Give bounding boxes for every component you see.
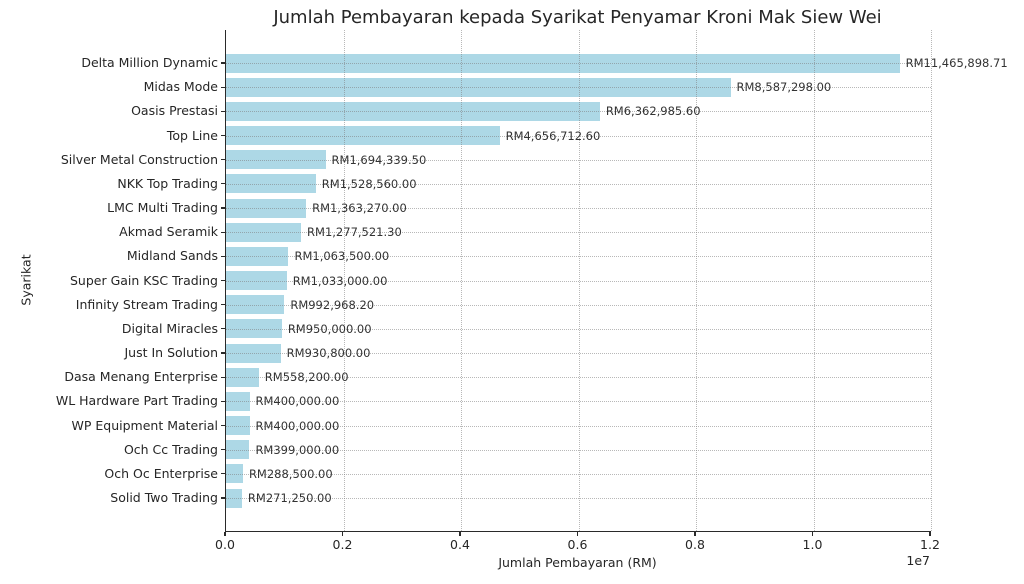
y-tick-mark: [221, 400, 225, 402]
y-tick-label: Digital Miracles: [121, 320, 218, 336]
y-tick-mark: [221, 304, 225, 306]
gridline-horizontal: [226, 208, 931, 209]
gridline-horizontal: [226, 87, 931, 89]
x-tick-mark: [341, 532, 344, 536]
y-tick-label: Dasa Menang Enterprise: [64, 369, 218, 385]
x-tick-mark: [694, 532, 696, 536]
gridline-horizontal: [226, 159, 931, 161]
bar-value-label: RM1,694,339.50: [331, 152, 427, 167]
y-tick-label: Midland Sands: [126, 248, 218, 264]
y-tick-label: Top Line: [166, 127, 218, 143]
y-tick-mark: [221, 86, 225, 88]
y-tick-mark: [221, 449, 225, 451]
y-tick-mark: [221, 279, 225, 282]
y-tick-label: Och Oc Enterprise: [104, 465, 218, 481]
y-tick-mark: [221, 328, 225, 330]
x-tick-label: 0.0: [215, 537, 235, 552]
x-tick-mark: [224, 532, 226, 536]
x-tick-label: 1.2: [920, 537, 940, 552]
bar-value-label: RM6,362,985.60: [605, 104, 701, 119]
x-tick-label: 0.4: [450, 537, 470, 552]
bar-value-label: RM288,500.00: [248, 466, 333, 481]
gridline-horizontal: [226, 256, 931, 258]
y-tick-mark: [221, 134, 225, 137]
gridline-horizontal: [226, 377, 931, 379]
gridline-horizontal: [226, 498, 931, 499]
x-tick-label: 0.2: [332, 537, 353, 552]
y-tick-mark: [221, 159, 225, 161]
chart-title: Jumlah Pembayaran kepada Syarikat Penyam…: [273, 7, 882, 28]
y-tick-mark: [221, 424, 225, 427]
y-tick-mark: [221, 207, 225, 209]
x-tick-mark: [811, 532, 814, 536]
x-tick-mark: [929, 532, 931, 536]
gridline-horizontal: [226, 473, 931, 475]
bar-value-label: RM8,587,298.00: [736, 80, 832, 95]
bar-value-label: RM992,968.20: [290, 297, 375, 312]
y-tick-label: Och Cc Trading: [123, 441, 218, 457]
gridline-horizontal: [226, 232, 931, 234]
y-tick-mark: [221, 62, 225, 64]
gridline-horizontal: [226, 328, 931, 330]
x-axis-title: Jumlah Pembayaran (RM): [498, 555, 657, 570]
y-tick-mark: [221, 231, 225, 233]
bar-value-label: RM558,200.00: [264, 370, 349, 385]
y-tick-label: Delta Million Dynamic: [81, 55, 218, 70]
bar-value-label: RM1,033,000.00: [292, 273, 388, 288]
y-tick-label: Akmad Seramik: [119, 224, 218, 240]
y-tick-label: Midas Mode: [143, 79, 218, 95]
x-tick-label: 0.6: [567, 537, 588, 552]
gridline-horizontal: [226, 63, 931, 64]
y-tick-label: WP Equipment Material: [71, 417, 218, 433]
gridline-horizontal: [226, 449, 931, 451]
y-tick-label: Just In Solution: [124, 345, 219, 360]
gridline-vertical: [931, 30, 932, 531]
y-tick-label: Super Gain KSC Trading: [69, 272, 218, 288]
bar-value-label: RM1,063,500.00: [294, 249, 390, 264]
bar-value-label: RM1,528,560.00: [321, 176, 417, 191]
bar-value-label: RM400,000.00: [255, 394, 340, 409]
bar-value-label: RM11,465,898.71: [905, 56, 1008, 70]
bar-value-label: RM1,277,521.30: [307, 225, 402, 240]
gridline-horizontal: [226, 353, 931, 354]
bar-value-label: RM1,363,270.00: [312, 201, 407, 215]
y-tick-label: Solid Two Trading: [110, 490, 218, 505]
x-axis-offset-text: 1e7: [906, 553, 930, 568]
bar-value-label: RM271,250.00: [247, 491, 332, 505]
x-tick-label: 1.0: [802, 537, 823, 552]
y-tick-mark: [221, 376, 225, 378]
gridline-horizontal: [226, 183, 931, 185]
y-tick-mark: [221, 473, 225, 475]
bar-value-label: RM930,800.00: [286, 346, 371, 360]
y-tick-mark: [221, 110, 225, 112]
plot-area: RM11,465,898.71 RM8,587,298.00 RM6,362,985…: [225, 30, 1008, 532]
gridline-horizontal: [226, 304, 931, 306]
gridline-horizontal: [226, 401, 931, 403]
x-tick-mark: [576, 532, 579, 536]
x-tick-label: 0.8: [685, 537, 705, 552]
y-tick-label: Oasis Prestasi: [131, 103, 218, 119]
bar-value-label: RM950,000.00: [287, 321, 372, 336]
bar-value-label: RM399,000.00: [255, 442, 340, 457]
y-tick-label: WL Hardware Part Trading: [55, 393, 218, 409]
y-tick-label: Silver Metal Construction: [60, 151, 218, 167]
gridline-horizontal: [226, 111, 931, 113]
gridline-horizontal: [226, 280, 931, 282]
y-tick-label: LMC Multi Trading: [107, 200, 218, 215]
x-tick-mark: [459, 532, 461, 536]
gridline-horizontal: [226, 135, 931, 137]
y-tick-mark: [221, 352, 225, 354]
bar-value-label: RM400,000.00: [255, 418, 340, 433]
y-tick-label: NKK Top Trading: [117, 175, 218, 191]
y-tick-mark: [221, 255, 225, 257]
y-tick-mark: [221, 183, 225, 185]
gridline-horizontal: [226, 425, 931, 427]
y-tick-label: Infinity Stream Trading: [75, 296, 218, 312]
y-tick-mark: [221, 497, 225, 499]
bar-value-label: RM4,656,712.60: [505, 128, 601, 143]
